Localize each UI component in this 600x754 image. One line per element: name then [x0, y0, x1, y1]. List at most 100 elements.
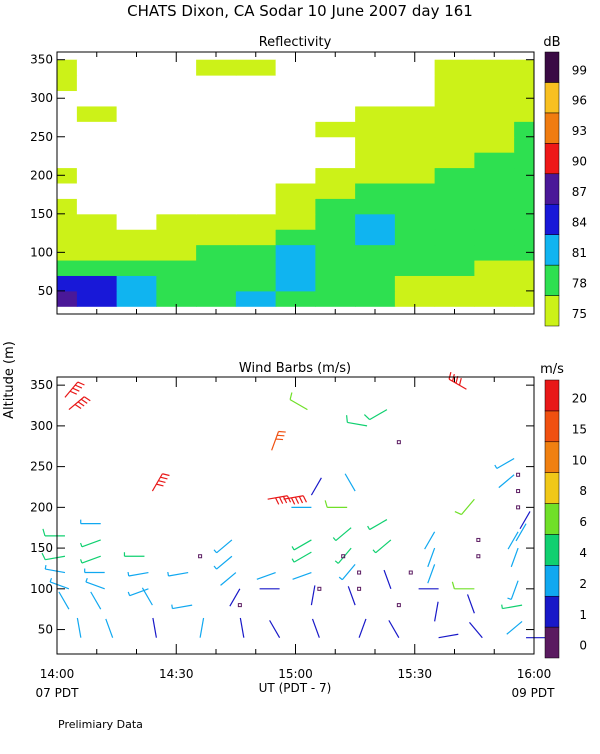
barb-staff [466, 594, 475, 614]
barb-staff [496, 457, 515, 469]
heatmap-cell [474, 229, 515, 246]
footnote: Prelimiary Data [58, 718, 143, 731]
barb-flag [451, 581, 455, 589]
wind-barb [448, 372, 467, 390]
heatmap-cell [76, 75, 118, 92]
heatmap-cell [57, 275, 78, 292]
heatmap-cell [355, 167, 396, 184]
heatmap-cell [434, 198, 475, 215]
wind-barb [438, 633, 459, 639]
heatmap-cell [57, 59, 78, 76]
wind-barb [68, 396, 91, 411]
heatmap-cell [514, 105, 535, 122]
heatmap-cell [156, 136, 197, 153]
heatmap-cell [275, 260, 316, 276]
heatmap-cell [156, 260, 197, 276]
calm-marker [357, 586, 362, 591]
heatmap-cell [57, 105, 78, 122]
heatmap-cell [235, 183, 277, 199]
reflectivity-colorbar-label: 87 [572, 185, 587, 199]
heatmap-cell [394, 90, 436, 107]
barb-flag [41, 552, 46, 560]
barb-staff [58, 591, 70, 610]
heatmap-cell [235, 75, 277, 92]
barb-staff [289, 399, 308, 411]
barb-flag [298, 496, 304, 504]
wind-barb [494, 457, 515, 469]
barb-staff [128, 571, 149, 577]
barb-flag [278, 430, 286, 433]
heatmap-cell [275, 213, 316, 230]
heatmap-cell [355, 183, 396, 199]
heatmap-cell [474, 198, 515, 215]
barb-staff [151, 473, 163, 492]
barb-flag [42, 528, 46, 537]
wind-colorbar-label: 1 [579, 608, 587, 622]
barb-flag [77, 401, 85, 407]
heatmap-cell [394, 260, 436, 276]
calm-marker [516, 472, 521, 477]
heatmap-cell [57, 290, 78, 307]
barb-staff [45, 555, 66, 561]
heatmap-cell [474, 275, 515, 292]
heatmap-cell [514, 198, 535, 215]
barb-half-flag [79, 542, 83, 547]
heatmap-cell [394, 183, 436, 199]
wind-barbs-y-axis: 50 100 150 200 250 300 350 [30, 378, 534, 637]
barb-half-flag [494, 464, 498, 469]
heatmap-cell [235, 213, 277, 230]
heatmap-cell [275, 290, 316, 307]
heatmap-cell [156, 183, 197, 199]
heatmap-cell [116, 90, 157, 107]
heatmap-cell [315, 213, 356, 230]
heatmap-cell [156, 59, 197, 76]
heatmap-cell [76, 121, 118, 138]
barb-flag [156, 483, 164, 487]
barb-half-flag [507, 597, 512, 601]
barb-staff [506, 620, 523, 635]
wind-barb [344, 473, 356, 492]
heatmap-cell [474, 213, 515, 230]
heatmap-cell [235, 59, 277, 76]
wind-colorbar-swatch [544, 410, 560, 443]
wind-barb [427, 547, 436, 568]
heatmap-cell [315, 198, 356, 215]
heatmap-cell [355, 244, 396, 261]
calm-marker [396, 440, 401, 445]
wind-barb [220, 572, 237, 586]
wind-barb [267, 495, 292, 505]
barb-staff [239, 617, 245, 638]
reflectivity-x-axis [56, 52, 535, 314]
wind-barb [332, 527, 352, 542]
barb-staff [267, 495, 288, 500]
heatmap-cell [355, 275, 396, 292]
heatmap-cell [315, 183, 356, 199]
heatmap-cell [196, 105, 237, 122]
barb-staff [498, 474, 515, 489]
calm-marker [341, 554, 346, 559]
heatmap-cell [196, 229, 237, 246]
heatmap-cell [355, 90, 396, 107]
heatmap-cell [235, 260, 277, 276]
heatmap-cell [514, 59, 535, 76]
heatmap-cell [57, 75, 78, 92]
heatmap-cell [315, 90, 356, 107]
x-tick-label: 14:30 [159, 667, 194, 681]
barb-staff [438, 633, 459, 639]
heatmap-cell [57, 183, 78, 199]
y-tick-label: 50 [38, 623, 53, 637]
heatmap-cell [235, 198, 277, 215]
wind-colorbar-label: 8 [579, 484, 587, 498]
wind-barb [515, 523, 527, 542]
wind-barb [269, 620, 281, 639]
reflectivity-colorbar-swatch [544, 173, 560, 205]
y-tick-label: 250 [30, 460, 53, 474]
barb-staff [448, 378, 467, 390]
heatmap-cell [275, 90, 316, 107]
barb-staff [293, 551, 312, 563]
wind-barb [127, 588, 149, 597]
heatmap-cell [394, 105, 436, 122]
barb-flag [458, 378, 462, 386]
heatmap-cell [57, 90, 78, 107]
barb-flag [278, 496, 284, 504]
